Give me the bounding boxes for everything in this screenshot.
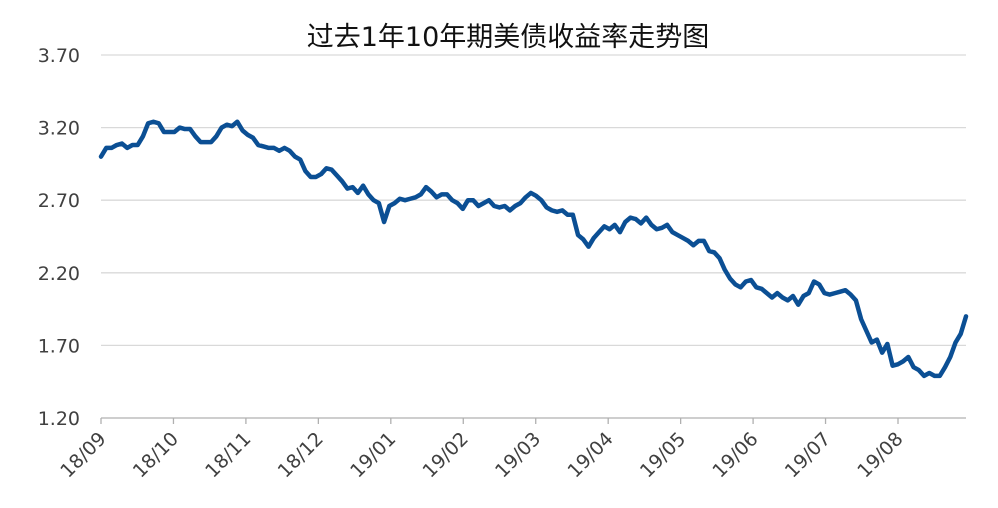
x-tick-label: 19/01	[346, 428, 400, 482]
x-tick-label: 19/08	[853, 428, 907, 482]
gridlines	[101, 54, 966, 419]
y-axis: 3.70 3.20 2.70 2.20 1.70 1.20	[38, 45, 80, 430]
x-axis: 18/09 18/10 18/11 18/12 19/01 19/02 19/03 19/04…	[56, 418, 908, 482]
chart-title: 过去1年10年期美债收益率走势图	[307, 22, 710, 53]
plot-area	[98, 119, 969, 379]
x-tick-label: 18/12	[274, 428, 328, 482]
y-tick-label: 3.20	[38, 118, 80, 140]
x-tick-label: 19/06	[708, 428, 762, 482]
y-tick-label: 3.70	[38, 45, 80, 67]
yield-series-line	[98, 119, 969, 379]
x-tick-label: 19/07	[781, 428, 835, 482]
x-tick-label: 19/05	[636, 428, 690, 482]
x-tick-label: 18/11	[201, 428, 255, 482]
x-tick-label: 19/04	[563, 428, 617, 482]
x-tick-label: 18/10	[129, 428, 183, 482]
x-tick-label: 19/02	[419, 428, 473, 482]
y-tick-label: 1.70	[38, 335, 80, 357]
y-tick-label: 2.20	[38, 263, 80, 285]
y-tick-label: 1.20	[38, 408, 80, 430]
x-tick-label: 18/09	[56, 428, 110, 482]
y-tick-label: 2.70	[38, 190, 80, 212]
x-tick-label: 19/03	[491, 428, 545, 482]
